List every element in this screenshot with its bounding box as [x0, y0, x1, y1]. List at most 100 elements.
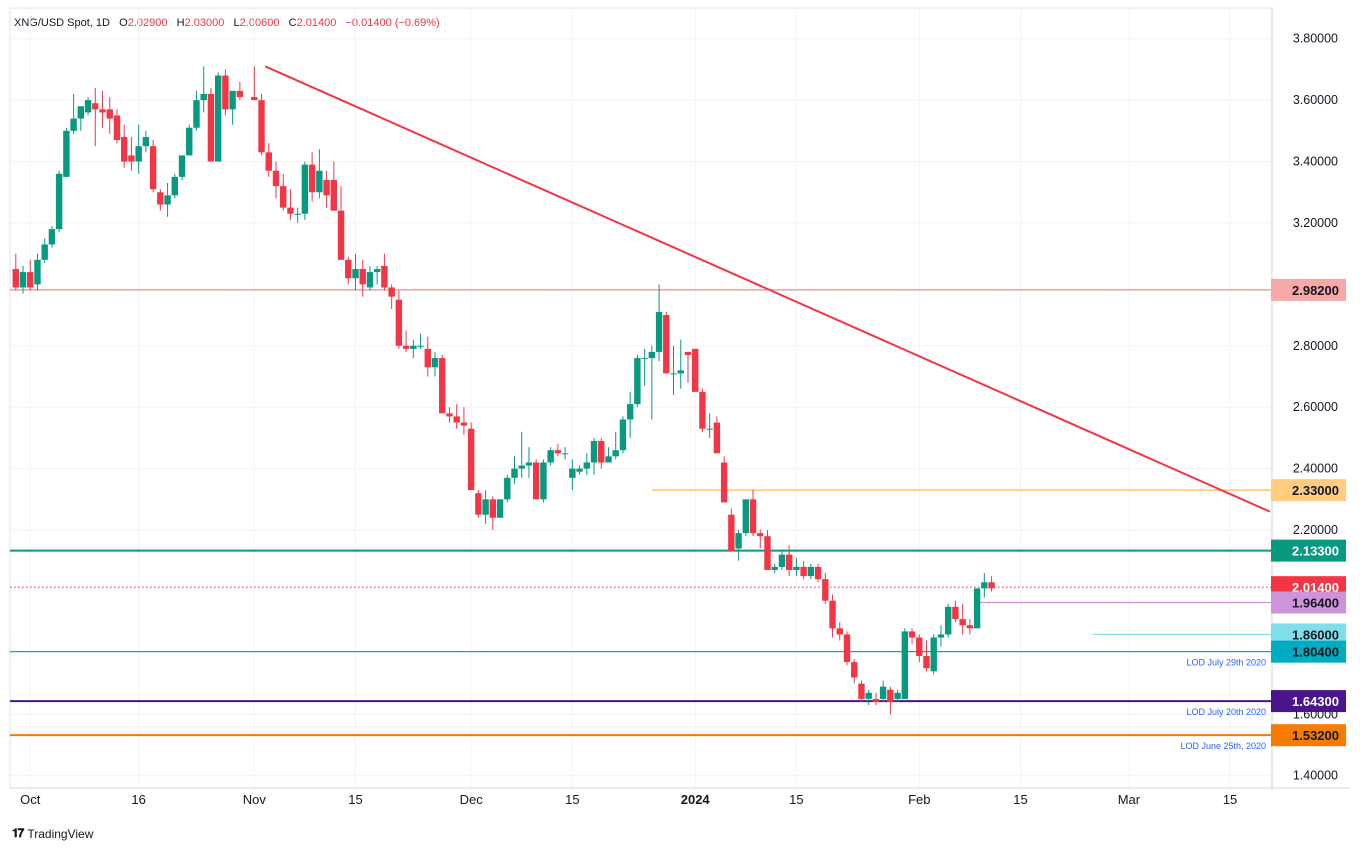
level-note: LOD June 25th, 2020	[1180, 741, 1266, 751]
candle-body	[959, 619, 966, 626]
candle	[807, 563, 815, 580]
high-value: 2.03000	[184, 17, 225, 29]
candle	[207, 87, 215, 162]
candle-body	[894, 692, 901, 699]
candle	[135, 124, 142, 174]
candle-body	[908, 631, 916, 638]
candle-body	[475, 493, 482, 515]
candle-body	[121, 136, 128, 162]
candle	[34, 253, 41, 291]
candle	[193, 90, 200, 131]
candle-body	[178, 155, 186, 177]
x-tick-label: Mar	[1118, 792, 1141, 807]
candle	[829, 594, 836, 638]
candle	[879, 680, 887, 703]
candle	[619, 416, 627, 454]
tradingview-brand[interactable]: 𝟏𝟕 TradingView	[12, 826, 93, 841]
price-badge: 2.98200	[1271, 278, 1346, 301]
candle	[84, 97, 92, 116]
candle-body	[316, 170, 323, 193]
price-badge-label: 1.96400	[1292, 596, 1339, 611]
high-label: H	[176, 17, 185, 29]
candle-body	[157, 192, 164, 205]
candle-body	[634, 358, 641, 405]
x-tick-label: 16	[131, 792, 145, 807]
candle-body	[113, 115, 121, 141]
candle-body	[532, 462, 540, 500]
candle	[359, 259, 366, 297]
candle	[186, 124, 193, 156]
candle	[540, 459, 547, 503]
candle-body	[720, 462, 728, 503]
candle	[554, 444, 562, 457]
candle-body	[142, 136, 150, 147]
y-tick-label: 3.60000	[1293, 93, 1338, 107]
candle-body	[366, 272, 374, 288]
candle	[164, 183, 171, 217]
candle	[590, 437, 598, 475]
price-badge: 1.96400	[1271, 591, 1346, 614]
candle-body	[55, 173, 63, 230]
candle-body	[149, 146, 157, 190]
candle-body	[460, 422, 468, 426]
candle-body	[626, 404, 634, 420]
candle-body	[749, 499, 757, 534]
candle	[663, 312, 670, 374]
candle-body	[128, 155, 135, 162]
price-badge-label: 2.98200	[1292, 283, 1339, 298]
price-badge: 2.33000	[1271, 479, 1346, 502]
candle-body	[612, 450, 619, 457]
candle	[735, 530, 742, 561]
candle	[973, 588, 981, 629]
candle	[395, 290, 403, 349]
candle-body	[590, 440, 598, 463]
candle	[720, 456, 728, 503]
candle-body	[287, 207, 294, 214]
candle-body	[229, 90, 236, 110]
candle-body	[511, 468, 518, 478]
candle	[648, 345, 656, 420]
price-badge-bg	[1271, 278, 1346, 301]
candle-body	[865, 692, 872, 699]
candle-body	[19, 272, 27, 288]
candle-body	[265, 152, 272, 171]
tradingview-logo-icon: 𝟏𝟕	[12, 826, 24, 840]
candle	[641, 348, 648, 386]
y-tick-label: 2.80000	[1293, 339, 1338, 353]
candle	[236, 81, 244, 101]
candle-body	[48, 229, 56, 245]
candle	[272, 161, 280, 199]
price-badge: 1.80400	[1271, 640, 1346, 663]
candle-body	[605, 456, 612, 463]
price-badge-bg	[1271, 623, 1346, 646]
candle	[77, 106, 85, 131]
candle	[930, 634, 937, 675]
candle	[836, 622, 843, 641]
candle	[532, 459, 540, 500]
candle	[294, 207, 301, 223]
level-note: LOD July 29th 2020	[1186, 658, 1266, 668]
candle	[229, 90, 236, 125]
candle-body	[70, 118, 77, 131]
candle	[785, 545, 793, 577]
candle	[92, 87, 99, 147]
candle	[352, 253, 359, 291]
candle-body	[569, 468, 576, 478]
candle-body	[916, 637, 923, 656]
candle	[121, 124, 128, 168]
candle-body	[879, 686, 887, 699]
candle-body	[547, 450, 554, 463]
candle-body	[800, 566, 807, 577]
candle-body	[214, 75, 222, 162]
candle-body	[692, 348, 699, 392]
candle	[345, 256, 352, 285]
candle-body	[92, 103, 99, 110]
candle	[670, 345, 677, 395]
price-badge-bg	[1271, 640, 1346, 663]
candle	[894, 689, 901, 703]
x-tick-label: 15	[348, 792, 362, 807]
y-tick-label: 1.40000	[1293, 769, 1338, 783]
candle	[518, 431, 525, 478]
candle-body	[829, 600, 836, 629]
